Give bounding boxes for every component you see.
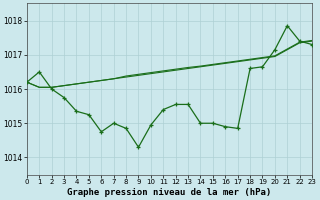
X-axis label: Graphe pression niveau de la mer (hPa): Graphe pression niveau de la mer (hPa) <box>68 188 272 197</box>
